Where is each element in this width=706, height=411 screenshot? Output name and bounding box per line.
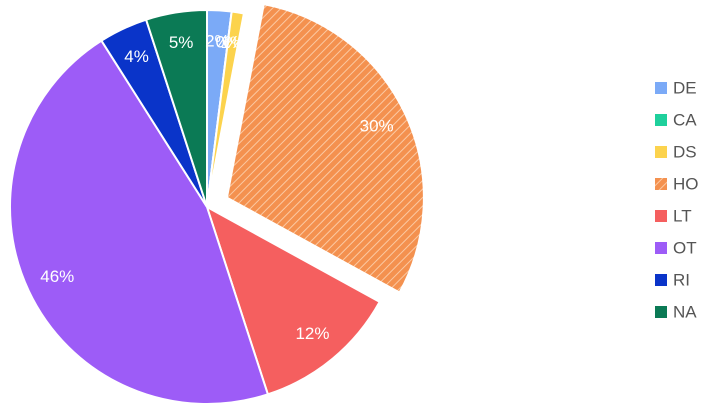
pie-slice [144,8,208,208]
slice-label: 12% [295,324,329,343]
legend-label: HO [673,174,699,193]
slice-label: 30% [360,117,394,136]
legend-swatch [655,242,667,254]
pie-slice [206,10,246,208]
legend-label: OT [673,238,697,257]
legend-label: RI [673,270,690,289]
slice-label: 46% [40,267,74,286]
legend-swatch [655,274,667,286]
legend-label: DE [673,78,697,97]
legend-label: NA [673,302,697,321]
legend-swatch [655,210,667,222]
pie-slice [9,39,270,405]
slice-label: 4% [124,47,149,66]
pie-slice [205,204,381,396]
legend-swatch [655,178,667,190]
slice-label: 1% [221,33,246,52]
slice-label: 2% [205,31,230,50]
legend-swatch [655,114,667,126]
pie-slice [225,2,425,294]
legend-label: DS [673,142,697,161]
slice-label: 5% [169,33,194,52]
legend-swatch [655,146,667,158]
legend-label: CA [673,110,697,129]
legend-swatch [655,82,667,94]
legend-swatch [655,306,667,318]
slice-label: 0% [215,32,240,51]
legend-label: LT [673,206,692,225]
